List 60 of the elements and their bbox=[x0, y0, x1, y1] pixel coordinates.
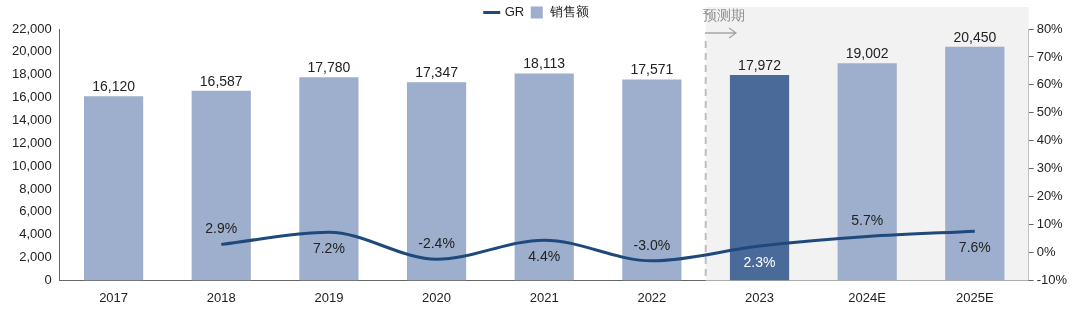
x-tick-label: 2019 bbox=[314, 289, 344, 305]
y-tick-label: 6,000 bbox=[19, 203, 52, 219]
data-label: 7.2% bbox=[312, 240, 345, 257]
y-tick-label: 20,000 bbox=[12, 43, 52, 59]
data-label: 17,972 bbox=[738, 56, 782, 73]
y-tick-label: 4,000 bbox=[19, 226, 52, 242]
y-tick-label: 0 bbox=[44, 271, 52, 287]
y-tick-label: 12,000 bbox=[12, 134, 52, 150]
x-tick-label: 2017 bbox=[99, 289, 129, 305]
bar bbox=[945, 46, 1005, 281]
data-label: 17,347 bbox=[415, 64, 459, 81]
x-tick-label: 2025E bbox=[956, 289, 994, 305]
x-tick-label: 2020 bbox=[422, 289, 452, 305]
y-tick-label: 18,000 bbox=[12, 66, 52, 82]
data-label: 17,571 bbox=[630, 61, 674, 78]
bar bbox=[729, 75, 790, 281]
data-label: 2.3% bbox=[743, 253, 776, 270]
legend-label: 销售额 bbox=[548, 4, 589, 20]
x-tick-label: 2018 bbox=[206, 289, 236, 305]
y-tick-label: 16,000 bbox=[12, 89, 52, 105]
data-label: -2.4% bbox=[418, 235, 455, 252]
data-label: 4.4% bbox=[528, 248, 561, 265]
data-label: -3.0% bbox=[633, 236, 671, 253]
y-tick-label: 2,000 bbox=[19, 249, 52, 265]
y2-tick-label: 50% bbox=[1036, 104, 1064, 120]
y2-tick-label: 70% bbox=[1036, 48, 1064, 64]
bar bbox=[191, 90, 251, 281]
y2-tick-label: 0% bbox=[1036, 244, 1056, 260]
y2-tick-label: 80% bbox=[1036, 20, 1064, 36]
x-tick-label: 2022 bbox=[637, 289, 667, 305]
x-tick-label: 2024E bbox=[848, 289, 887, 305]
y-tick-label: 10,000 bbox=[12, 157, 52, 173]
data-label: 2.9% bbox=[205, 220, 238, 237]
y2-tick-label: 20% bbox=[1036, 188, 1064, 204]
data-label: 20,450 bbox=[953, 28, 997, 45]
y2-tick-label: 60% bbox=[1036, 76, 1064, 92]
data-label: 19,002 bbox=[845, 45, 889, 62]
bar bbox=[299, 77, 359, 281]
x-tick-label: 2021 bbox=[529, 289, 559, 305]
data-label: 7.6% bbox=[958, 239, 991, 256]
x-tick-label: 2023 bbox=[745, 289, 774, 305]
data-label: 16,587 bbox=[199, 72, 243, 89]
data-label: 18,113 bbox=[523, 55, 566, 72]
legend-label: GR bbox=[504, 4, 525, 20]
y-tick-label: 8,000 bbox=[19, 180, 52, 196]
y2-tick-label: 30% bbox=[1036, 160, 1064, 176]
bar bbox=[406, 82, 467, 281]
data-label: 17,780 bbox=[307, 59, 351, 76]
y-tick-label: 22,000 bbox=[12, 20, 52, 36]
bar bbox=[514, 73, 574, 281]
band-label: 预测期 bbox=[702, 6, 745, 23]
bar bbox=[837, 63, 897, 281]
bar bbox=[622, 79, 682, 281]
bar bbox=[83, 96, 144, 281]
y2-tick-label: 40% bbox=[1036, 132, 1064, 148]
y-tick-label: 14,000 bbox=[12, 112, 52, 127]
y2-tick-label: -10% bbox=[1036, 271, 1068, 287]
y2-tick-label: 10% bbox=[1036, 216, 1064, 232]
data-label: 5.7% bbox=[851, 212, 884, 229]
data-label: 16,120 bbox=[92, 78, 136, 95]
